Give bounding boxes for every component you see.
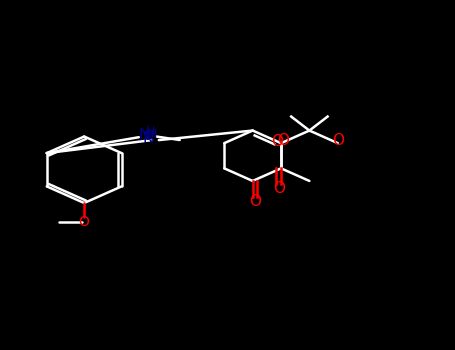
Text: H: H: [147, 128, 157, 141]
Text: N: N: [139, 128, 150, 143]
Text: O: O: [273, 181, 285, 196]
Text: O: O: [79, 215, 90, 229]
Text: O: O: [249, 194, 261, 209]
Text: O: O: [332, 133, 344, 148]
Text: N: N: [143, 131, 154, 146]
Text: O: O: [277, 133, 289, 148]
Text: H: H: [146, 125, 155, 139]
Text: O: O: [271, 134, 283, 149]
